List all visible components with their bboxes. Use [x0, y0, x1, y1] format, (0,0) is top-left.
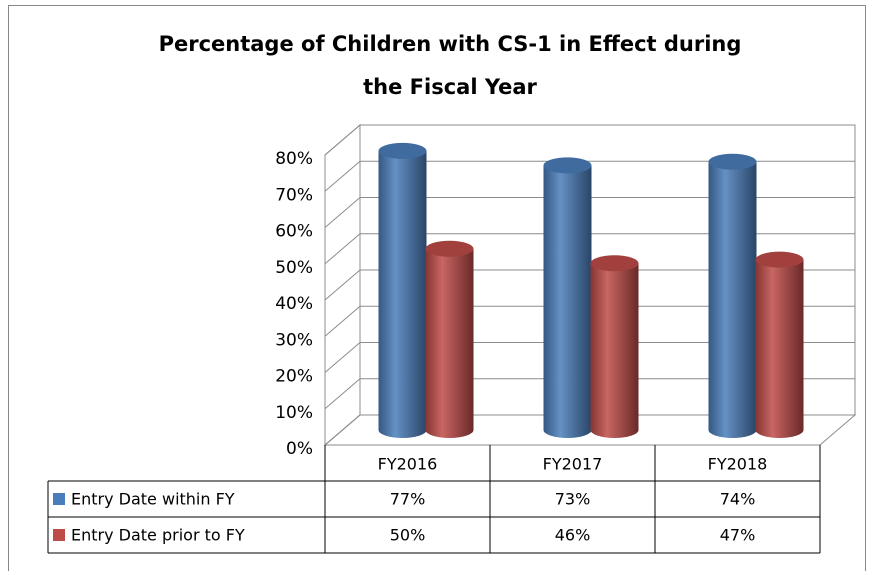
- table-value: 74%: [720, 490, 756, 509]
- legend-label: Entry Date prior to FY: [71, 526, 245, 545]
- chart-title: Percentage of Children with CS-1 in Effe…: [159, 32, 742, 99]
- y-tick-label: 80%: [275, 149, 313, 169]
- y-tick-label: 40%: [275, 294, 313, 314]
- grid-line: [324, 197, 855, 228]
- bar: [425, 240, 474, 438]
- category-label: FY2018: [708, 455, 768, 474]
- category-label: FY2016: [378, 455, 438, 474]
- bar: [708, 153, 757, 438]
- table-value: 73%: [555, 490, 591, 509]
- bar: [378, 142, 427, 438]
- y-tick-label: 30%: [275, 330, 313, 350]
- bar-top: [543, 157, 592, 174]
- y-tick-label: 70%: [275, 185, 313, 205]
- y-tick-label: 60%: [275, 222, 313, 242]
- bar-body: [543, 165, 592, 438]
- bar-top: [755, 251, 804, 268]
- category-label: FY2017: [543, 455, 603, 474]
- grid-line: [324, 269, 855, 301]
- table-value: 46%: [555, 526, 591, 545]
- bar-body: [755, 259, 804, 438]
- bar: [543, 157, 592, 438]
- bar-body: [425, 248, 474, 438]
- grid-line: [324, 378, 855, 410]
- table-value: 50%: [390, 526, 426, 545]
- bar-top: [378, 142, 427, 159]
- grid-line: [324, 414, 855, 446]
- bar: [755, 251, 804, 438]
- table-value: 47%: [720, 526, 756, 545]
- grid-line: [324, 233, 855, 265]
- bar-body: [378, 150, 427, 438]
- y-tick-label: 20%: [275, 367, 313, 387]
- grid-line: [324, 160, 855, 192]
- bar-body: [708, 161, 757, 438]
- bar-top: [590, 255, 639, 272]
- bar-body: [590, 263, 639, 438]
- grid-line: [324, 305, 855, 337]
- y-tick-label: 0%: [286, 439, 313, 459]
- legend-key: [53, 529, 65, 541]
- grid-line: [324, 124, 855, 156]
- table-value: 77%: [390, 490, 426, 509]
- legend-key: [53, 493, 65, 505]
- legend-label: Entry Date within FY: [71, 490, 235, 509]
- grid-line: [324, 342, 855, 373]
- bar: [590, 255, 639, 438]
- bar-top: [425, 240, 474, 257]
- y-tick-label: 50%: [275, 258, 313, 278]
- bar-top: [708, 153, 757, 170]
- y-tick-label: 10%: [275, 403, 313, 423]
